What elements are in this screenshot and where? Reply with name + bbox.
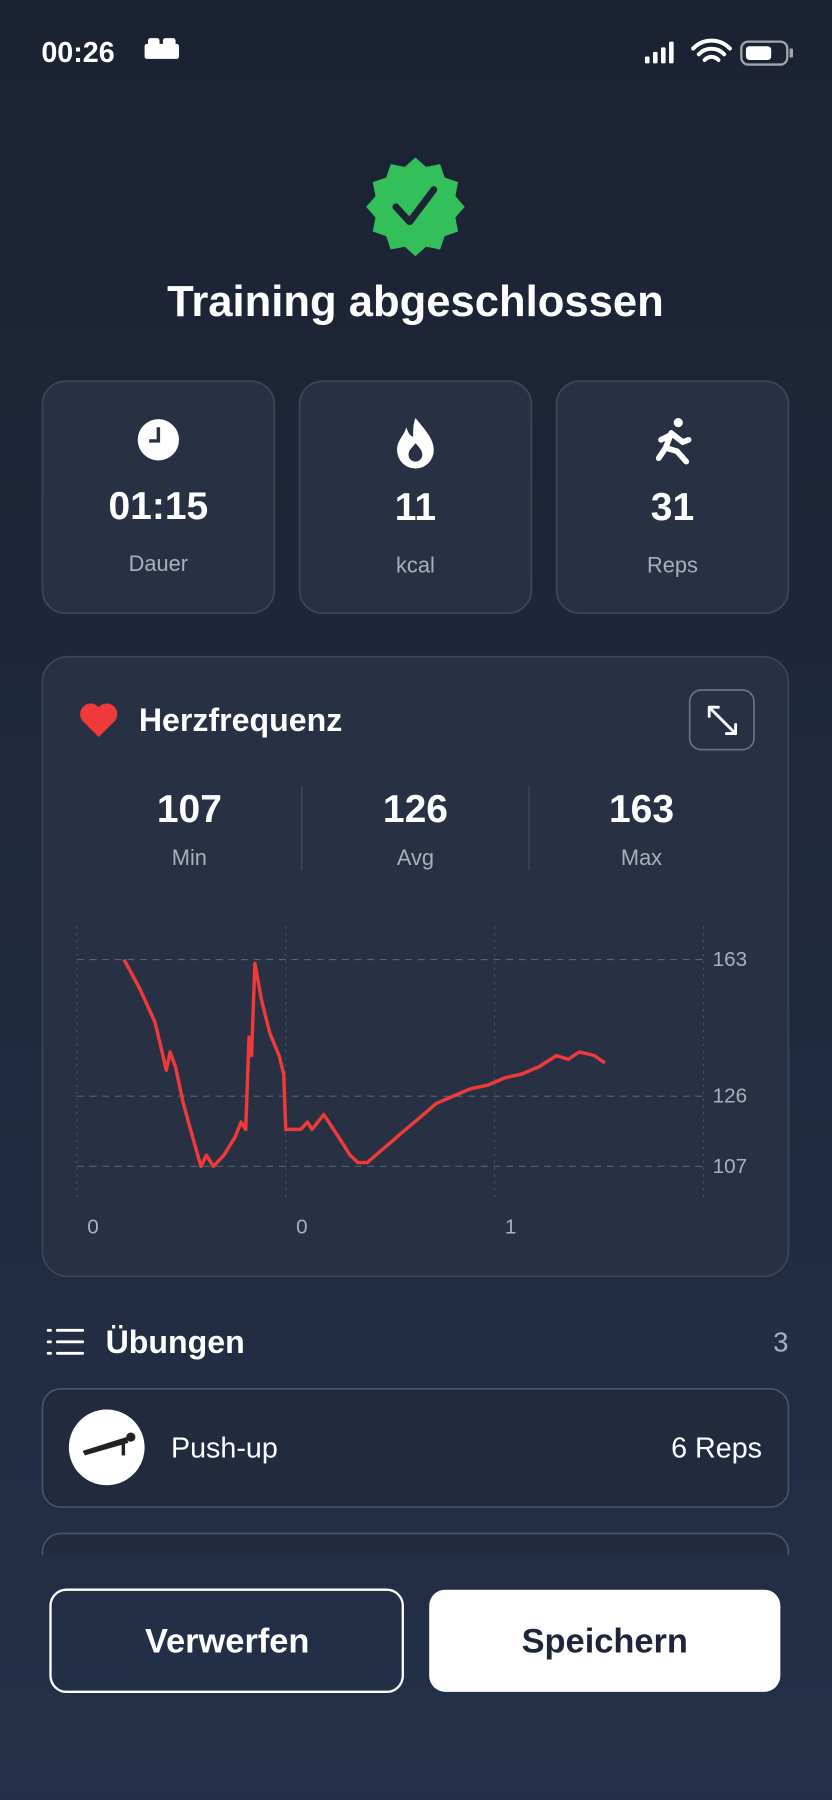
- stat-value: 31: [651, 486, 694, 529]
- stat-label: kcal: [396, 552, 435, 577]
- exercise-item[interactable]: [41, 1532, 790, 1651]
- heart-rate-title: Herzfrequenz: [139, 702, 343, 738]
- save-label: Speichern: [522, 1622, 688, 1660]
- hr-summary-value: 163: [609, 788, 674, 831]
- expand-button[interactable]: [688, 689, 755, 751]
- battery-icon: [740, 40, 793, 66]
- heart-rate-card: [41, 655, 790, 1278]
- exercise-list: Push-up 6 Reps: [41, 1388, 790, 1651]
- heart-rate-line: [122, 958, 606, 1169]
- heart-rate-chart: 0 0 1 107 126 163: [76, 926, 747, 1239]
- list-icon: [46, 1328, 85, 1355]
- flame-icon: [397, 418, 434, 469]
- exercises-title: Übungen: [106, 1324, 245, 1360]
- stat-value: 01:15: [108, 485, 208, 528]
- stat-value: 11: [395, 486, 436, 529]
- stat-card: [41, 380, 276, 614]
- signal-icon: [644, 41, 674, 64]
- hr-summary-value: 126: [383, 788, 448, 831]
- stat-card: [298, 380, 533, 614]
- hr-summary-label: Min: [172, 845, 207, 870]
- exercise-name: Push-up: [171, 1433, 278, 1465]
- exercise-icon: [655, 418, 692, 465]
- wifi-icon: [691, 38, 732, 62]
- status-time: 00:26: [41, 37, 114, 69]
- exercise-item[interactable]: Push-up 6 Reps: [41, 1388, 790, 1508]
- hr-summary-value: 107: [157, 788, 222, 831]
- clock-icon: [137, 419, 180, 461]
- x-tick-label: 0: [87, 1216, 98, 1239]
- x-tick-label: 1: [505, 1216, 516, 1239]
- heart-icon: [80, 703, 118, 738]
- exercises-count: 3: [773, 1326, 788, 1357]
- sleep-icon: [144, 38, 180, 59]
- stat-label: Reps: [647, 552, 698, 577]
- success-badge: [366, 157, 465, 257]
- hr-summary-label: Avg: [397, 845, 434, 870]
- stat-card: [555, 380, 790, 614]
- stat-label: Dauer: [129, 551, 188, 576]
- save-button[interactable]: Speichern: [429, 1589, 781, 1692]
- hr-summary-label: Max: [621, 845, 662, 870]
- x-tick-label: 0: [296, 1216, 307, 1239]
- page-title: Training abgeschlossen: [167, 278, 664, 326]
- y-tick-label: 107: [713, 1155, 747, 1178]
- y-tick-label: 126: [713, 1085, 747, 1108]
- discard-label: Verwerfen: [145, 1622, 309, 1660]
- exercise-reps: 6 Reps: [671, 1433, 762, 1465]
- exercise-thumbnail: [82, 1432, 136, 1456]
- discard-button[interactable]: Verwerfen: [49, 1588, 404, 1693]
- y-tick-label: 163: [713, 948, 747, 971]
